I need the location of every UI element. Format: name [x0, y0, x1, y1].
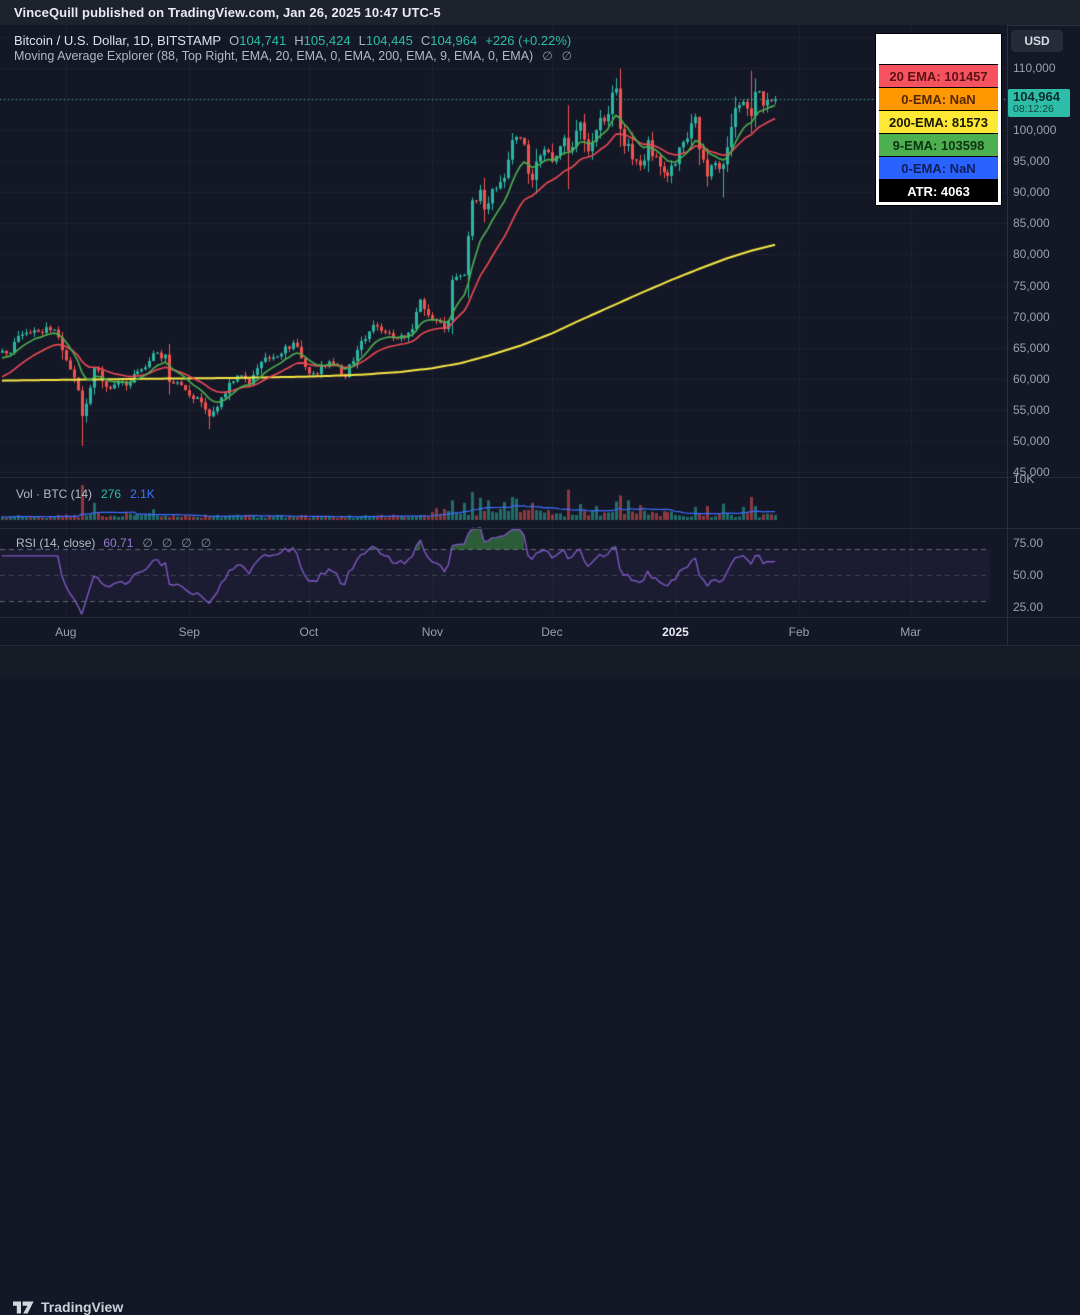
symbol-title[interactable]: Bitcoin / U.S. Dollar, 1D, BITSTAMP — [14, 33, 222, 48]
attribution-text: VinceQuill published on TradingView.com,… — [14, 5, 441, 20]
volume-tick-label: 10K — [1013, 472, 1035, 486]
price-tick-label: 60,000 — [1013, 371, 1050, 386]
price-tick-label: 70,000 — [1013, 309, 1050, 324]
price-tick-label: 65,000 — [1013, 340, 1050, 355]
last-price-badge[interactable]: 104,964 08:12:26 — [1008, 89, 1070, 117]
hidden-plot-icon[interactable]: ∅ — [542, 49, 553, 63]
volume-ma-value: 2.1K — [130, 487, 155, 501]
footer-separator — [0, 645, 1080, 646]
tradingview-logo-link[interactable]: TradingView — [13, 1299, 123, 1315]
price-tick-label: 50,000 — [1013, 433, 1050, 448]
time-axis[interactable]: Aug Sep Oct Nov Dec 2025 Feb Mar — [0, 618, 1080, 645]
tradingview-logo-icon — [13, 1301, 34, 1313]
last-price-value: 104,964 — [1013, 89, 1060, 104]
indicator-title[interactable]: Moving Average Explorer (88, Top Right, … — [14, 49, 534, 63]
ma-table-row: 0-EMA: NaN — [879, 87, 998, 110]
ma-table-row: 0-EMA: NaN — [879, 156, 998, 179]
time-tick-label: Nov — [421, 624, 444, 639]
ohlc-close-value: 104,964 — [430, 33, 478, 48]
price-tick-label: 55,000 — [1013, 402, 1050, 417]
rsi-tick-label: 75.00 — [1013, 536, 1044, 550]
ma-table-row: ATR: 4063 — [879, 179, 998, 202]
currency-button[interactable]: USD — [1011, 30, 1063, 52]
price-chart-canvas[interactable] — [0, 25, 1007, 617]
rsi-legend-row: RSI (14, close) 60.71 ∅ ∅ ∅ ∅ — [16, 536, 211, 550]
time-tick-label: Dec — [541, 624, 563, 639]
ohlc-open-value: 104,741 — [239, 33, 287, 48]
time-tick-label: Aug — [55, 624, 77, 639]
footer-bar: TradingView — [0, 646, 1080, 1315]
publish-header-bar: VinceQuill published on TradingView.com,… — [0, 0, 1080, 26]
indicator-legend-row: Moving Average Explorer (88, Top Right, … — [14, 49, 572, 63]
price-change-text: +226 (+0.22%) — [485, 33, 572, 48]
time-tick-label: Mar — [900, 624, 921, 639]
price-tick-label: 85,000 — [1013, 216, 1050, 231]
ma-table-row: 20 EMA: 101457 — [879, 64, 998, 87]
ohlc-high-label: H — [294, 33, 304, 48]
time-tick-label: 2025 — [662, 624, 689, 639]
tradingview-logo-text: TradingView — [41, 1299, 124, 1315]
price-axis[interactable]: USD 110,000 100,000 95,000 90,000 85,000 80,0… — [1007, 25, 1080, 617]
rsi-tick-label: 25.00 — [1013, 600, 1044, 614]
symbol-ohlc-row: Bitcoin / U.S. Dollar, 1D, BITSTAMP O104,… — [14, 33, 571, 48]
volume-legend-row: Vol · BTC (14) 276 2.1K — [16, 487, 155, 501]
ohlc-close-label: C — [420, 33, 431, 48]
rsi-tick-label: 50.00 — [1013, 568, 1044, 582]
price-tick-label: 80,000 — [1013, 247, 1050, 262]
hidden-plot-icon[interactable]: ∅ — [200, 536, 212, 550]
ma-explorer-table[interactable]: 20 EMA: 101457 0-EMA: NaN 200-EMA: 81573 9-… — [876, 34, 1001, 205]
price-tick-label: 100,000 — [1013, 123, 1057, 138]
ma-table-row: 9-EMA: 103598 — [879, 133, 998, 156]
price-tick-label: 75,000 — [1013, 278, 1050, 293]
ohlc-low-label: L — [358, 33, 366, 48]
price-tick-label: 45,000 — [1013, 465, 1050, 479]
ma-table-row — [879, 37, 998, 64]
pane-separator[interactable] — [0, 477, 1080, 478]
ohlc-open-label: O — [229, 33, 240, 48]
countdown-timer: 08:12:26 — [1013, 103, 1054, 115]
pane-separator[interactable] — [0, 528, 1080, 529]
time-tick-label: Sep — [178, 624, 200, 639]
volume-current-value: 276 — [101, 487, 122, 501]
volume-indicator-title[interactable]: Vol · BTC (14) — [16, 487, 93, 501]
hidden-plot-icon[interactable]: ∅ — [142, 536, 153, 550]
hidden-plot-icon[interactable]: ∅ — [181, 536, 192, 550]
price-tick-label: 90,000 — [1013, 185, 1050, 200]
rsi-current-value: 60.71 — [103, 536, 134, 550]
ohlc-high-value: 105,424 — [303, 33, 351, 48]
time-axis-separator — [0, 617, 1080, 618]
hidden-plot-icon[interactable]: ∅ — [561, 49, 573, 63]
time-tick-label: Feb — [788, 624, 810, 639]
ma-table-row: 200-EMA: 81573 — [879, 110, 998, 133]
price-axis-separator — [1007, 25, 1008, 645]
price-tick-label: 110,000 — [1013, 61, 1056, 75]
price-tick-label: 95,000 — [1013, 154, 1050, 169]
ohlc-low-value: 104,445 — [365, 33, 413, 48]
rsi-indicator-title[interactable]: RSI (14, close) — [16, 536, 96, 550]
time-tick-label: Oct — [299, 624, 319, 639]
hidden-plot-icon[interactable]: ∅ — [161, 536, 173, 550]
